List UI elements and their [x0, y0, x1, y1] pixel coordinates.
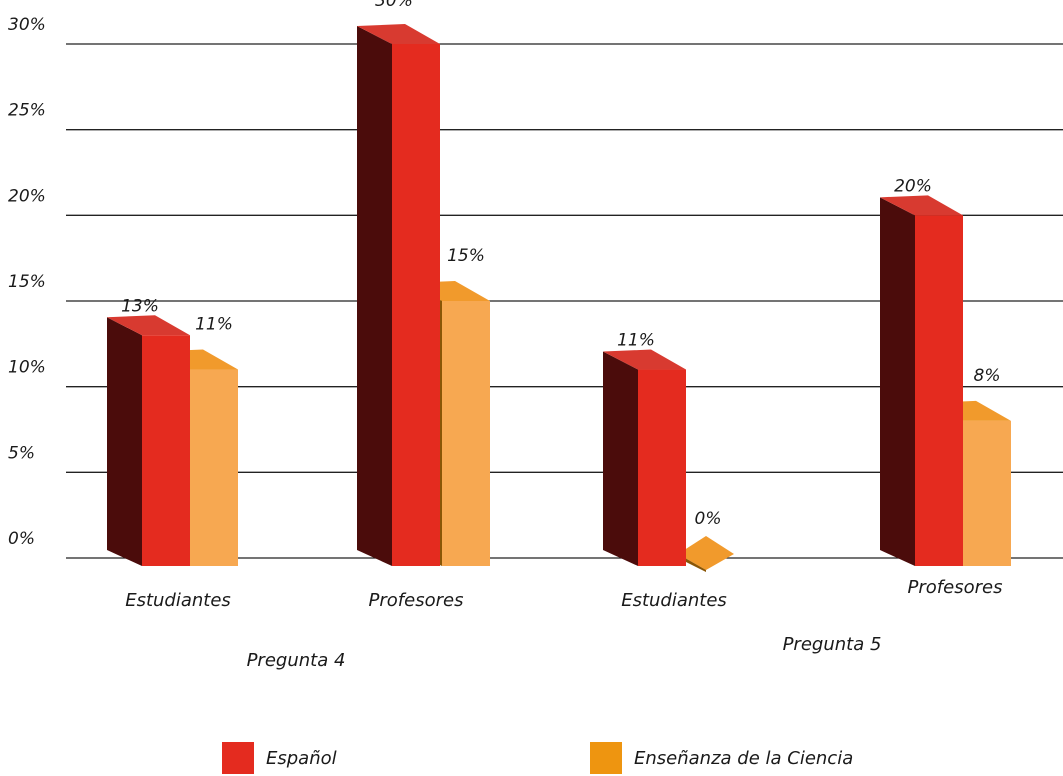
bar-espanol-top [603, 349, 686, 370]
legend-item-ensenanza: Enseñanza de la Ciencia [590, 742, 853, 774]
data-label-espanol: 30% [375, 0, 413, 11]
group-label: Pregunta 4 [247, 650, 346, 671]
data-label-espanol: 20% [894, 176, 932, 196]
bar-espanol-top [880, 195, 963, 216]
y-tick-label: 30% [8, 15, 46, 35]
legend-swatch-espanol [222, 742, 254, 774]
data-label-ensenanza: 8% [974, 366, 1001, 386]
bar-espanol [142, 335, 190, 566]
legend-label-espanol: Español [266, 747, 337, 769]
legend-swatch-ensenanza [590, 742, 622, 774]
bar-espanol-side [357, 26, 392, 566]
x-category-label: Estudiantes [125, 590, 231, 611]
y-tick-label: 15% [8, 272, 46, 292]
x-category-label: Profesores [908, 577, 1003, 598]
bar-espanol-side [603, 351, 638, 566]
data-label-espanol: 11% [617, 331, 655, 351]
data-label-ensenanza: 0% [695, 509, 722, 529]
bar-espanol [638, 369, 686, 566]
y-tick-label: 0% [8, 529, 35, 549]
data-label-ensenanza: 11% [195, 315, 233, 335]
bar-espanol-top [357, 24, 440, 44]
group-label: Pregunta 5 [783, 634, 882, 655]
bar-espanol-side [880, 197, 915, 567]
bar-ensenanza [442, 301, 490, 566]
bar-espanol [915, 215, 963, 567]
bar-ensenanza [963, 420, 1011, 566]
bar-espanol [392, 44, 440, 566]
y-tick-label: 5% [8, 443, 35, 463]
bar-chart: 0% 5% 10% 15% 20% 25% 30% 11% 13% 15% 30% 0% 11% 8% 20… [8, 0, 1063, 671]
x-category-label: Profesores [369, 590, 464, 611]
y-tick-label: 10% [8, 358, 46, 378]
x-category-label: Estudiantes [621, 590, 727, 611]
bar-espanol-side [107, 317, 142, 566]
y-tick-label: 20% [8, 186, 46, 206]
legend-item-espanol: Español [222, 742, 337, 774]
bar-ensenanza [190, 369, 238, 566]
legend-label-ensenanza: Enseñanza de la Ciencia [634, 747, 854, 769]
data-label-espanol: 13% [121, 296, 159, 316]
data-label-ensenanza: 15% [447, 246, 485, 266]
bar-espanol-top [107, 315, 190, 336]
y-tick-label: 25% [8, 101, 46, 121]
bar-ensenanza [678, 536, 734, 570]
